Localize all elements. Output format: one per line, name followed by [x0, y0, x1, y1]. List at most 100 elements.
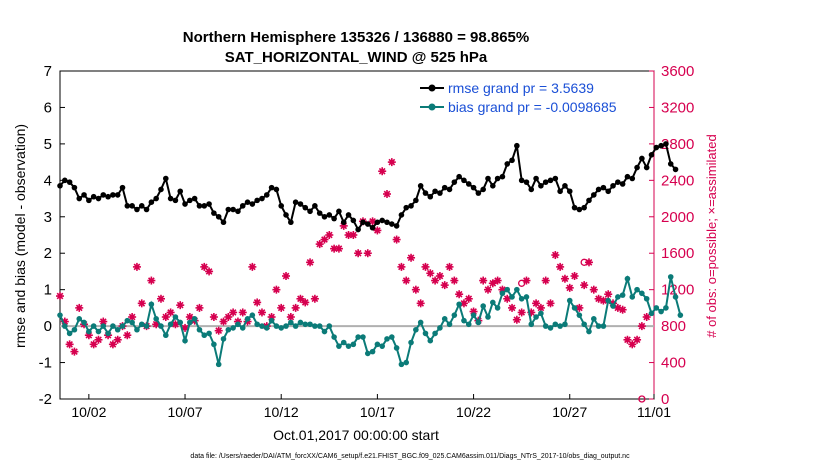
rmse-point [451, 179, 458, 185]
left-tick-label: -1 [39, 355, 52, 372]
rmse-point [605, 188, 612, 195]
rmse-point [667, 161, 674, 167]
rmse-point [95, 195, 102, 202]
rmse-point [518, 177, 525, 184]
bias-point [360, 334, 366, 340]
rmse-point [105, 193, 111, 200]
bias-point [263, 325, 270, 331]
obs-assimilated-marker [75, 303, 84, 312]
obs-assimilated-marker [310, 294, 319, 303]
bias-point [211, 341, 217, 348]
obs-assimilated-marker [325, 231, 334, 239]
left-tick-label: 5 [44, 136, 52, 153]
obs-assimilated-marker [637, 322, 646, 331]
x-tick-label: 10/07 [168, 404, 203, 420]
right-tick-label: 1600 [661, 245, 694, 262]
rmse-point [206, 201, 212, 207]
obs-assimilated-marker [161, 313, 170, 321]
bias-point [470, 312, 477, 318]
rmse-point [461, 177, 467, 184]
right-tick-label: 3200 [661, 99, 694, 116]
x-tick-label: 10/22 [456, 404, 491, 420]
bias-point [432, 330, 438, 337]
obs-assimilated-marker [238, 308, 247, 317]
rmse-point [129, 203, 135, 209]
bias-point [153, 316, 159, 322]
legend-rmse-marker [428, 84, 436, 92]
obs-assimilated-marker [416, 299, 425, 308]
left-tick-label: 0 [44, 318, 52, 335]
obs-assimilated-marker [373, 226, 382, 235]
bias-point [297, 319, 304, 326]
rmse-point [66, 179, 73, 185]
rmse-point [230, 206, 236, 213]
bias-point [590, 316, 597, 322]
rmse-point [557, 188, 563, 195]
rmse-point [278, 203, 285, 209]
rmse-point [201, 203, 208, 209]
bias-point [239, 325, 246, 331]
rmse-point [514, 142, 520, 149]
obs-assimilated-marker [618, 305, 627, 314]
bias-point [76, 316, 83, 322]
obs-assimilated-marker [286, 313, 295, 321]
rmse-point [610, 183, 616, 189]
bias-point [167, 321, 174, 328]
chart-title-line1: Northern Hemisphere 135326 / 136880 = 98… [183, 29, 529, 46]
rmse-point [485, 175, 491, 182]
obs-assimilated-marker [195, 303, 204, 312]
obs-assimilated-marker [209, 313, 218, 321]
bias-point [172, 314, 179, 320]
obs-assimilated-marker [113, 335, 122, 344]
bias-point [201, 332, 208, 339]
bias-point [514, 286, 520, 293]
rmse-point [600, 184, 607, 191]
rmse-point [465, 181, 472, 187]
rmse-point [321, 213, 328, 220]
rmse-point [90, 193, 97, 200]
rmse-point [100, 192, 107, 198]
x-axis-label: Oct.01,2017 00:00:00 start [273, 427, 439, 443]
bias-point [273, 323, 280, 329]
obs-assimilated-marker [512, 315, 521, 324]
obs-assimilated-marker [200, 262, 209, 271]
chart-title-line2: SAT_HORIZONTAL_WIND @ 525 hPa [225, 49, 488, 66]
rmse-point [619, 181, 626, 187]
bias-point [485, 314, 491, 320]
bias-point [658, 308, 664, 315]
rmse-point [134, 206, 140, 213]
rmse-point [211, 210, 217, 216]
bias-point [249, 312, 256, 318]
rmse-point [138, 203, 145, 209]
rmse-point [225, 206, 232, 213]
obs-assimilated-marker [551, 251, 560, 260]
bias-point [278, 325, 285, 331]
bias-point [446, 321, 453, 328]
rmse-point [292, 199, 299, 205]
bias-point [615, 294, 621, 300]
bias-point [461, 317, 467, 324]
rmse-point [629, 175, 636, 182]
bias-point [187, 319, 193, 326]
bias-point [389, 334, 395, 340]
bias-point [451, 312, 458, 318]
bias-point [114, 326, 121, 333]
bias-point [66, 330, 73, 337]
bias-point [566, 297, 573, 304]
bias-point [138, 321, 145, 328]
rmse-point [586, 197, 592, 204]
obs-assimilated-marker [349, 231, 358, 239]
x-axis: 10/02 10/07 10/12 10/17 10/22 10/27 11/01 [71, 394, 671, 420]
obs-assimilated-marker [623, 335, 632, 344]
obs-assimilated-marker [421, 262, 430, 271]
bias-point [268, 317, 275, 324]
obs-assimilated-marker [517, 308, 526, 317]
obs-possible-marker [638, 395, 646, 403]
rmse-point [268, 184, 275, 191]
rmse-point [398, 212, 405, 218]
obs-assimilated-marker [642, 313, 651, 321]
obs-assimilated-marker [378, 167, 387, 176]
obs-assimilated-marker [503, 294, 512, 303]
rmse-point [624, 173, 631, 180]
